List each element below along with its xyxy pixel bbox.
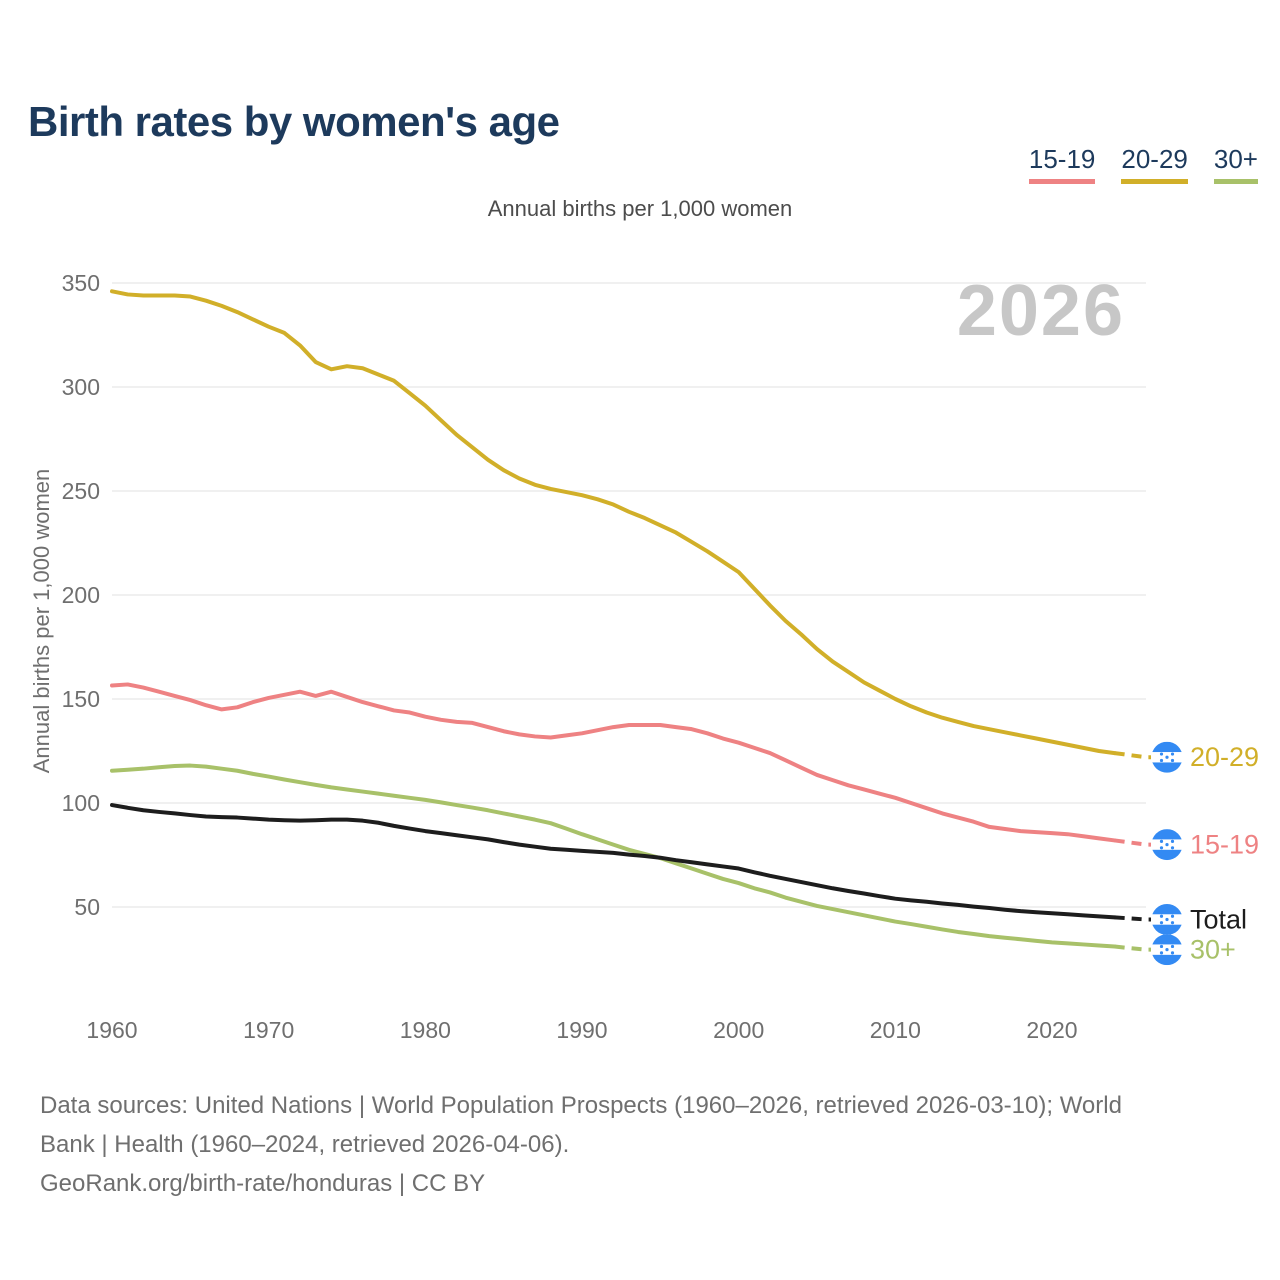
chart-subtitle: Annual births per 1,000 women bbox=[487, 196, 793, 221]
y-tick-label-350: 350 bbox=[62, 270, 100, 296]
x-tick-label-2020: 2020 bbox=[1026, 1017, 1077, 1043]
series-projection-15-19 bbox=[1114, 838, 1151, 847]
y-tick-label-100: 100 bbox=[62, 790, 100, 816]
legend-label-30plus: 30+ bbox=[1213, 144, 1258, 174]
legend-item-20-29[interactable]: 20-29 bbox=[1121, 144, 1188, 184]
series-line-15-19 bbox=[110, 682, 1117, 843]
honduras-flag-icon-Total bbox=[1151, 903, 1183, 935]
x-tick-label-1960: 1960 bbox=[86, 1017, 137, 1043]
x-tick-label-1980: 1980 bbox=[400, 1017, 451, 1043]
series-projection-30+ bbox=[1114, 944, 1151, 952]
footer: Data sources: United Nations | World Pop… bbox=[40, 1086, 1240, 1203]
y-tick-label-300: 300 bbox=[62, 374, 100, 400]
honduras-flag-icon-30+ bbox=[1151, 934, 1183, 966]
legend-item-30plus[interactable]: 30+ bbox=[1213, 144, 1258, 184]
legend-label-15-19: 15-19 bbox=[1028, 144, 1096, 174]
legend-item-15-19[interactable]: 15-19 bbox=[1028, 144, 1096, 184]
y-tick-label-150: 150 bbox=[62, 686, 100, 712]
honduras-flag-icon-15-19 bbox=[1151, 829, 1183, 861]
x-tick-label-1990: 1990 bbox=[556, 1017, 607, 1043]
series-end-label-30+: 30+ bbox=[1190, 935, 1236, 965]
series-line-20-29 bbox=[110, 289, 1117, 756]
legend-label-20-29: 20-29 bbox=[1121, 144, 1188, 174]
series-end-label-Total: Total bbox=[1190, 904, 1247, 934]
plot-area: 50 100 150 200 250 300 350 1960 1970 1980 1990 2000… bbox=[62, 270, 1259, 1043]
series-projection-Total bbox=[1114, 915, 1151, 922]
series-line-30+ bbox=[110, 763, 1117, 949]
honduras-flag-icon-20-29 bbox=[1151, 741, 1183, 773]
page-title: Birth rates by women's age bbox=[28, 98, 560, 146]
y-tick-label-50: 50 bbox=[74, 894, 100, 920]
attribution-line: GeoRank.org/birth-rate/honduras | CC BY bbox=[40, 1170, 486, 1197]
y-tick-label-250: 250 bbox=[62, 478, 100, 504]
series-projection-20-29 bbox=[1114, 751, 1151, 760]
x-tick-label-2000: 2000 bbox=[713, 1017, 764, 1043]
series-line-Total bbox=[110, 803, 1117, 920]
x-tick-label-1970: 1970 bbox=[243, 1017, 294, 1043]
series-end-label-15-19: 15-19 bbox=[1190, 830, 1259, 860]
data-sources-line-2: Bank | Health (1960–2024, retrieved 2026… bbox=[40, 1131, 570, 1158]
series-end-label-20-29: 20-29 bbox=[1190, 742, 1259, 772]
watermark-year: 2026 bbox=[956, 271, 1125, 351]
legend: 15-19 20-29 30+ bbox=[1028, 144, 1258, 184]
x-tick-label-2010: 2010 bbox=[870, 1017, 921, 1043]
data-sources-line-1: Data sources: United Nations | World Pop… bbox=[40, 1092, 1122, 1119]
y-tick-label-200: 200 bbox=[62, 582, 100, 608]
